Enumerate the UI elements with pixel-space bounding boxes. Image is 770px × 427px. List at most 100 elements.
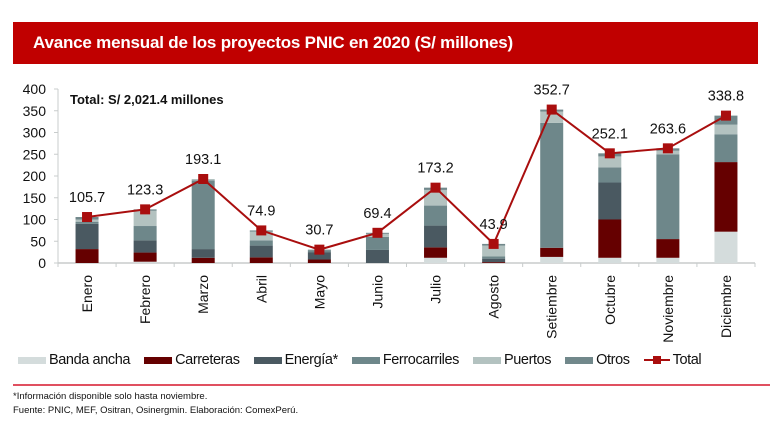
legend-item: Total [643,352,702,368]
legend-item: Banda ancha [18,352,130,368]
y-tick-label: 50 [30,233,46,249]
bar-segment-banda-ancha [598,257,622,263]
x-tick-label: Julio [428,275,444,304]
total-data-label: 173.2 [417,161,453,177]
legend-swatch [565,356,594,364]
x-tick-label: Enero [79,275,95,313]
bar-segment-ferrocarriles [598,167,622,183]
y-tick-label: 150 [23,190,47,206]
total-marker [256,225,267,236]
bar-segment-ferrocarriles [540,122,564,248]
legend-label: Carreteras [175,352,240,368]
total-data-label: 123.3 [127,182,163,198]
legend-label: Puertos [503,352,552,368]
y-tick-label: 0 [38,255,46,271]
x-tick-label: Setiembre [544,275,560,339]
x-tick-label: Diciembre [718,275,734,338]
total-marker [314,244,325,255]
total-data-label: 193.1 [185,152,221,168]
chart-title: Avance mensual de los proyectos PNIC en … [33,33,513,52]
total-marker [604,148,615,159]
legend-item: Carreteras [144,352,240,368]
y-tick-label: 350 [23,103,47,119]
legend-item: Ferrocarriles [351,352,460,368]
total-marker [720,110,731,121]
source-note: Fuente: PNIC, MEF, Ositran, Osinergmin. … [13,405,299,416]
bar-segment-banda-ancha [540,256,564,263]
total-marker [430,182,441,193]
x-tick-label: Abril [253,275,269,303]
y-tick-label: 200 [23,168,47,184]
bar-segment-carreteras [75,249,99,263]
bar-segment-energ-a [424,225,448,248]
total-marker [372,227,383,238]
bar-segment-banda-ancha [656,257,680,263]
x-tick-label: Junio [369,275,385,309]
total-data-label: 338.8 [708,89,744,105]
total-data-label: 74.9 [247,203,275,219]
bar-segment-ferrocarriles [714,134,738,163]
x-tick-label: Marzo [195,275,211,314]
bar-segment-energ-a [598,182,622,220]
total-data-label: 252.1 [592,126,628,142]
footnote: *Información disponible solo hasta novie… [13,391,208,402]
bar-segment-puertos [482,245,506,257]
x-tick-label: Febrero [137,275,153,324]
x-tick-label: Octubre [602,275,618,325]
legend-label: Otros [596,352,630,368]
legend-item: Otros [565,352,630,368]
bar-segment-carreteras [540,247,564,257]
stacked-bar-line-chart: 0 50 100 150 200 250 300 350 400 Enero Febrero Marz… [23,81,756,343]
y-tick-label: 250 [23,146,47,162]
bar-segment-ferrocarriles [656,154,680,240]
bar-segment-energ-a [365,249,389,263]
bar-segment-carreteras [598,219,622,258]
legend-item: Puertos [472,352,552,368]
bar-segment-banda-ancha [714,231,738,263]
total-data-label: 263.6 [650,121,686,137]
total-marker [546,104,557,115]
bar-segment-puertos [598,156,622,168]
bar-segment-carreteras [714,162,738,232]
legend-label: Banda ancha [49,352,131,368]
total-marker [488,238,499,249]
x-tick-label: Mayo [311,275,327,309]
chart-legend: Banda ancha Carreteras Energía* Ferrocarril… [18,351,715,369]
bar-segment-ferrocarriles [249,240,273,246]
bar-segment-ferrocarriles [365,236,389,250]
total-marker [198,174,209,185]
total-data-label: 30.7 [305,223,333,239]
bar-segment-ferrocarriles [424,205,448,226]
bar-segment-ferrocarriles [191,180,215,250]
bar-segment-banda-ancha [133,261,157,263]
x-tick-label: Noviembre [660,275,676,343]
bar-segment-ferrocarriles [133,226,157,241]
bar-segment-carreteras [249,257,273,263]
bar-segment-carreteras [307,259,331,263]
total-marker [140,204,151,215]
y-tick-label: 100 [23,212,47,228]
bar-segment-carreteras [191,257,215,263]
bar-segment-puertos [714,124,738,135]
bar-segment-puertos [133,210,157,227]
bar-segment-puertos [249,231,273,241]
bar-segment-energ-a [133,240,157,253]
legend-swatch [643,354,670,366]
x-tick-label: Agosto [486,275,502,319]
legend-swatch [253,356,282,364]
bar-segment-energ-a [482,258,506,263]
bar-segment-energ-a [191,249,215,258]
title-banner: Avance mensual de los proyectos PNIC en … [13,22,758,64]
total-data-label: 352.7 [534,83,570,99]
bar-segment-ferrocarriles [75,221,99,224]
total-data-label: 43.9 [480,217,508,233]
legend-item: Energía* [253,352,339,368]
bar-segment-carreteras [482,262,506,263]
bar-segment-energ-a [249,245,273,258]
legend-swatch [144,356,173,364]
legend-label: Ferrocarriles [382,352,460,368]
legend-label: Energía* [284,352,339,368]
total-annotation: Total: S/ 2,021.4 millones [70,92,224,107]
legend-swatch [472,356,501,364]
bar-segment-ferrocarriles [482,256,506,259]
